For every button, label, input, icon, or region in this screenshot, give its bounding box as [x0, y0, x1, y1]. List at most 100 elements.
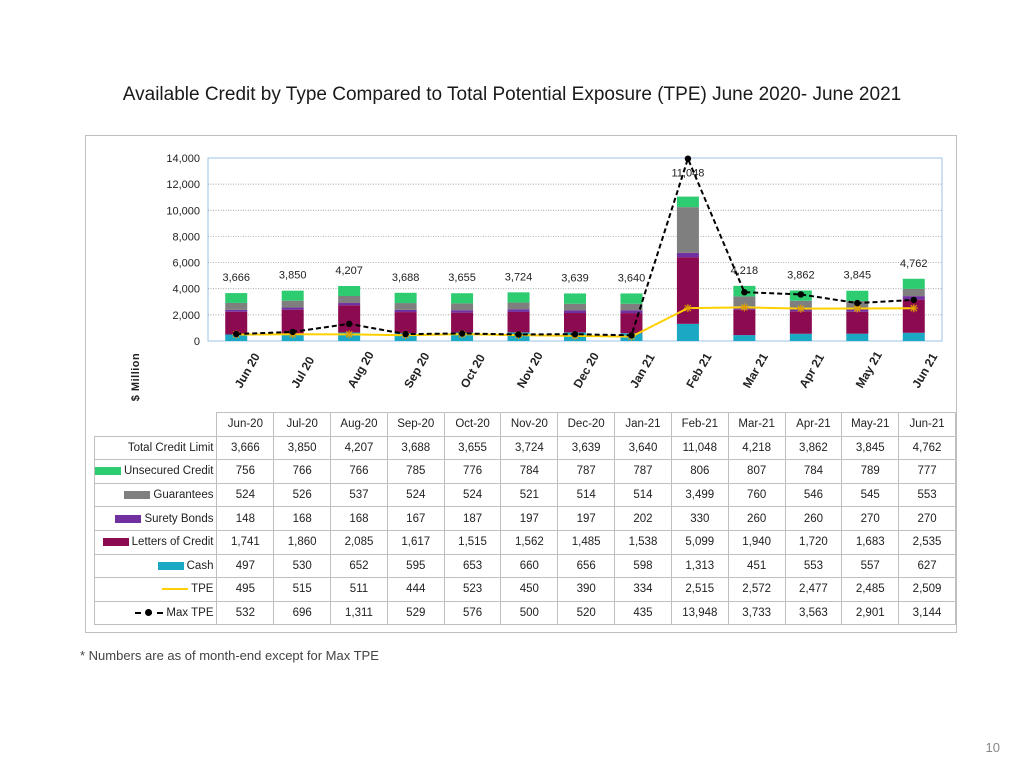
table-cell: 3,666 [216, 435, 275, 461]
total-label: 11,048 [672, 168, 705, 180]
column-header: Jul-20 [273, 412, 332, 437]
table-cell: 390 [557, 577, 616, 602]
table-cell: 1,683 [841, 529, 900, 555]
bar-guarantees [902, 288, 925, 297]
chart-panel: 0 2,000 4,000 6,000 8,000 10,000 12,000 14,000 3… [85, 135, 957, 633]
table-cell: 260 [727, 506, 786, 531]
table-cell: 537 [330, 482, 388, 508]
y-tick-label: 2,000 [172, 310, 200, 322]
legend-swatch-cash [157, 561, 184, 570]
table-cell: 2,901 [841, 600, 900, 626]
bar-guarantees [507, 302, 530, 310]
table-cell: 4,218 [727, 435, 786, 461]
table-cell: 1,860 [273, 529, 332, 555]
bar-surety-bonds [564, 310, 586, 314]
table-cell: 1,313 [670, 553, 729, 579]
legend-swatch-surety-bonds [115, 514, 142, 523]
page-title: Available Credit by Type Compared to Tot… [122, 84, 902, 105]
table-cell: 1,538 [614, 529, 672, 555]
bar-surety-bonds [281, 307, 304, 310]
bar-letters-of-credit [620, 313, 643, 334]
table-cell: 2,477 [784, 577, 843, 602]
table-cell: 696 [273, 600, 332, 626]
legend-label: Guarantees [153, 489, 214, 502]
y-tick-label: 8,000 [172, 231, 200, 243]
bar-guarantees [394, 303, 417, 310]
table-cell: 526 [273, 482, 332, 508]
legend-label: TPE [191, 583, 214, 596]
table-cell: 2,485 [841, 577, 900, 602]
table-cell: 197 [500, 506, 559, 531]
bar-letters-of-credit [733, 309, 756, 336]
bar-letters-of-credit [507, 311, 530, 333]
table-cell: 524 [443, 482, 502, 508]
total-label: 4,218 [731, 265, 759, 277]
x-tick-label: Oct 20 [458, 351, 489, 390]
legend-swatch-letters-of-credit [102, 538, 129, 547]
legend-label: Max TPE [166, 607, 214, 620]
bar-surety-bonds [451, 310, 474, 313]
table-header-row: Jun-20 Jul-20 Aug-20 Sep-20 Oct-20 Nov-2… [95, 412, 956, 437]
footnote: * Numbers are as of month-end except for… [80, 648, 379, 663]
row-label: Max TPE [93, 600, 218, 626]
credit-chart: 0 2,000 4,000 6,000 8,000 10,000 12,000 14,000 3… [166, 153, 943, 391]
table-cell: 3,640 [614, 435, 672, 461]
table-cell: 2,572 [727, 577, 786, 602]
table-cell: 500 [500, 600, 559, 626]
legend-label: Letters of Credit [131, 536, 214, 549]
table-cell: 595 [386, 553, 445, 579]
table-cell: 260 [784, 506, 843, 531]
table-cell: 576 [443, 600, 502, 626]
max-tpe-marker [571, 331, 579, 338]
table-cell: 3,655 [443, 435, 502, 461]
legend-label: Unsecured Credit [124, 465, 214, 478]
row-label: Letters of Credit [93, 529, 218, 555]
bar-letters-of-credit [451, 312, 474, 333]
bar-guarantees [225, 302, 248, 310]
table-cell: 520 [557, 600, 616, 626]
bar-unsecured-credit [451, 293, 474, 304]
table-cell: 553 [784, 553, 843, 579]
max-tpe-marker [628, 332, 635, 339]
tpe-marker [683, 304, 692, 313]
table-cell: 330 [670, 506, 729, 531]
legend-label: Cash [186, 559, 214, 572]
tpe-marker [740, 303, 749, 312]
total-label: 4,207 [335, 265, 363, 277]
x-tick-label: Jan 21 [627, 351, 658, 391]
max-tpe-marker [910, 296, 917, 304]
bar-letters-of-credit [225, 311, 248, 335]
bar-cash [733, 335, 756, 341]
bar-surety-bonds [225, 309, 248, 312]
max-tpe-marker [458, 330, 466, 337]
tpe-marker [345, 330, 354, 339]
table-cell: 495 [216, 577, 275, 602]
bar-unsecured-credit [225, 293, 248, 303]
table-cell: 202 [614, 506, 672, 531]
table-cell: 451 [727, 553, 786, 579]
tpe-marker [909, 304, 918, 313]
column-header: Aug-20 [330, 412, 388, 437]
y-tick-label: 4,000 [172, 284, 200, 296]
column-header: Jun-21 [898, 412, 956, 437]
table-cell: 4,207 [330, 435, 388, 461]
table-cell: 11,048 [670, 435, 729, 461]
total-label: 3,862 [787, 270, 815, 282]
table-cell: 1,617 [386, 529, 445, 555]
max-tpe-marker [741, 289, 748, 296]
table-cell: 660 [500, 553, 559, 579]
bar-unsecured-credit [338, 285, 361, 297]
bar-letters-of-credit [281, 309, 304, 335]
bar-cash [676, 323, 699, 341]
bar-letters-of-credit [564, 313, 586, 333]
bar-unsecured-credit [676, 196, 699, 208]
max-tpe-marker [684, 155, 692, 162]
bar-unsecured-credit [902, 278, 925, 289]
bar-unsecured-credit [507, 292, 530, 303]
column-header: May-21 [841, 412, 900, 437]
max-tpe-marker [515, 331, 522, 338]
table-cell: 521 [500, 482, 559, 508]
table-row-max-tpe: Max TPE 532 696 1,311 529 576 500 520 43… [93, 600, 956, 626]
max-tpe-marker [402, 330, 409, 338]
y-tick-label: 10,000 [166, 205, 200, 217]
